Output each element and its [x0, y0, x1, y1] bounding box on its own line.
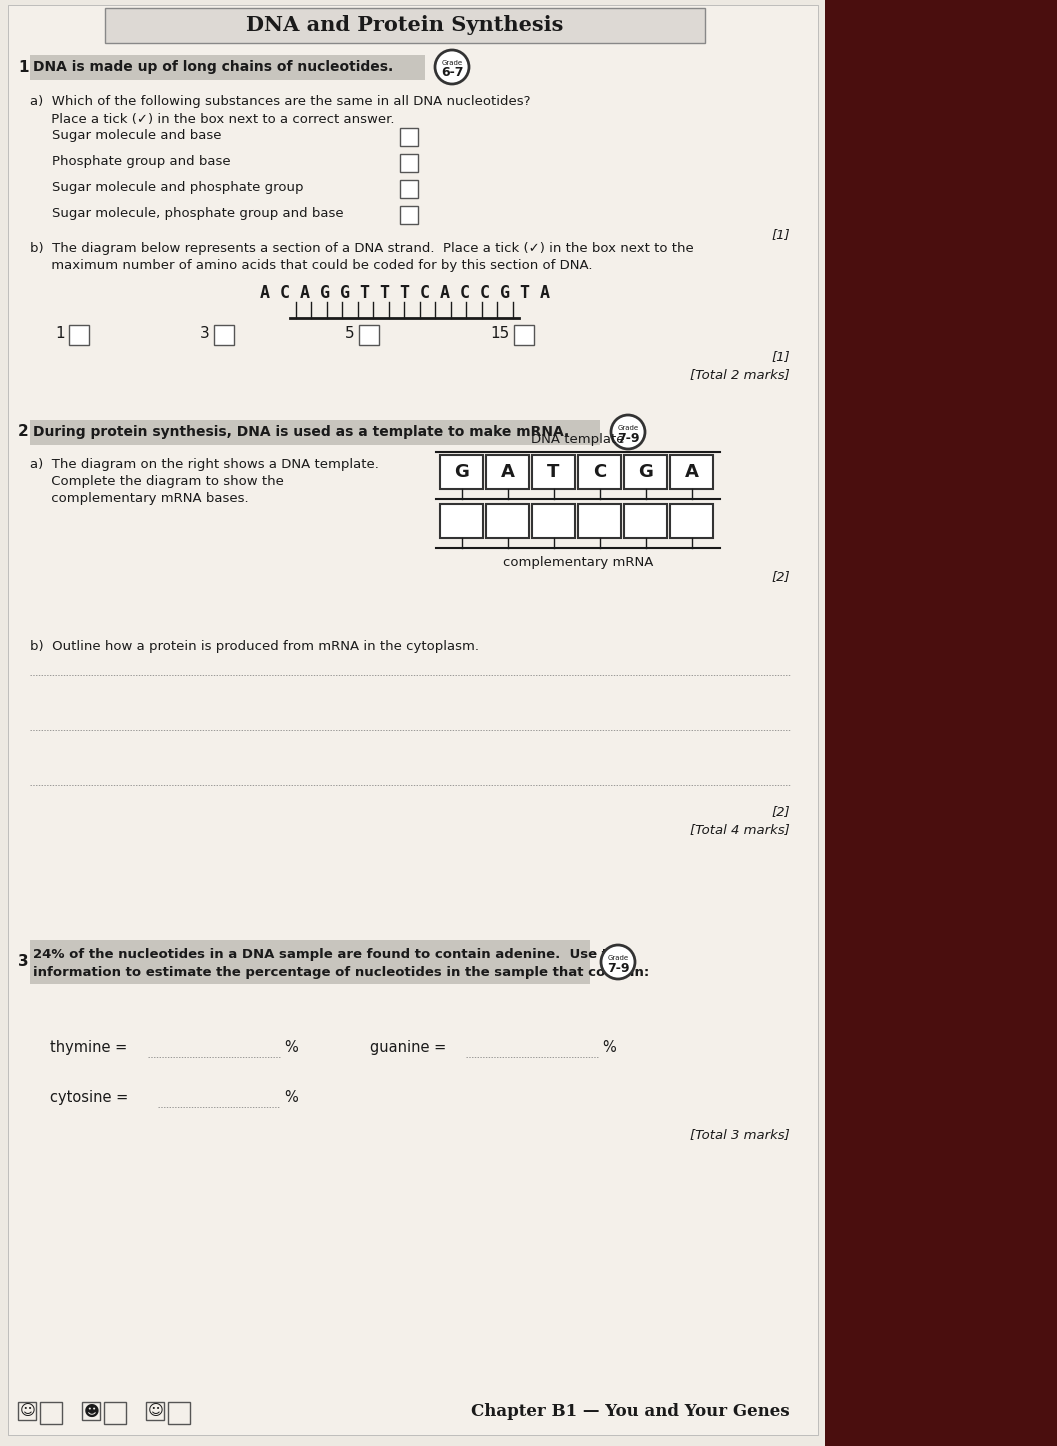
Text: [Total 2 marks]: [Total 2 marks] [690, 367, 790, 380]
Text: %: % [284, 1090, 298, 1105]
Text: Sugar molecule, phosphate group and base: Sugar molecule, phosphate group and base [52, 207, 344, 220]
Text: %: % [602, 1040, 616, 1056]
Text: 7-9: 7-9 [607, 962, 629, 975]
FancyBboxPatch shape [400, 155, 418, 172]
Text: ☺: ☺ [20, 1404, 36, 1419]
Text: ☻: ☻ [85, 1404, 100, 1419]
FancyBboxPatch shape [18, 1403, 36, 1420]
Text: Grade: Grade [608, 954, 629, 962]
Text: [1]: [1] [772, 350, 790, 363]
Circle shape [435, 51, 469, 84]
FancyBboxPatch shape [624, 505, 667, 538]
FancyBboxPatch shape [30, 940, 590, 983]
FancyBboxPatch shape [624, 455, 667, 489]
Text: Phosphate group and base: Phosphate group and base [52, 156, 230, 169]
Text: 1: 1 [18, 59, 29, 75]
Text: G: G [455, 463, 469, 482]
Text: ☺: ☺ [148, 1404, 164, 1419]
Text: Complete the diagram to show the: Complete the diagram to show the [30, 474, 284, 487]
Text: Sugar molecule and base: Sugar molecule and base [52, 130, 222, 143]
FancyBboxPatch shape [400, 179, 418, 198]
FancyBboxPatch shape [214, 325, 234, 346]
Text: %: % [284, 1040, 298, 1056]
FancyBboxPatch shape [440, 455, 483, 489]
FancyBboxPatch shape [578, 505, 622, 538]
Text: G: G [638, 463, 653, 482]
FancyBboxPatch shape [359, 325, 379, 346]
Text: 6-7: 6-7 [441, 67, 463, 80]
FancyBboxPatch shape [532, 505, 575, 538]
FancyBboxPatch shape [105, 9, 705, 43]
FancyBboxPatch shape [82, 1403, 100, 1420]
Text: T: T [548, 463, 560, 482]
Text: 24% of the nucleotides in a DNA sample are found to contain adenine.  Use this: 24% of the nucleotides in a DNA sample a… [33, 949, 630, 962]
Text: Chapter B1 — You and Your Genes: Chapter B1 — You and Your Genes [471, 1403, 790, 1420]
FancyBboxPatch shape [400, 129, 418, 146]
Text: 3: 3 [200, 327, 210, 341]
FancyBboxPatch shape [8, 4, 818, 1434]
Text: Sugar molecule and phosphate group: Sugar molecule and phosphate group [52, 182, 303, 195]
Text: [1]: [1] [772, 228, 790, 241]
Text: 7-9: 7-9 [616, 431, 639, 444]
FancyBboxPatch shape [670, 455, 713, 489]
Text: maximum number of amino acids that could be coded for by this section of DNA.: maximum number of amino acids that could… [30, 259, 593, 272]
Text: DNA and Protein Synthesis: DNA and Protein Synthesis [246, 14, 563, 35]
FancyBboxPatch shape [486, 505, 528, 538]
Text: C: C [593, 463, 606, 482]
Text: cytosine =: cytosine = [50, 1090, 133, 1105]
FancyBboxPatch shape [670, 505, 713, 538]
FancyBboxPatch shape [578, 455, 622, 489]
Text: 1: 1 [55, 327, 64, 341]
Text: DNA is made up of long chains of nucleotides.: DNA is made up of long chains of nucleot… [33, 59, 393, 74]
FancyBboxPatch shape [532, 455, 575, 489]
Text: thymine =: thymine = [50, 1040, 132, 1056]
Text: Grade: Grade [442, 59, 463, 67]
Text: [Total 3 marks]: [Total 3 marks] [690, 1128, 790, 1141]
FancyBboxPatch shape [30, 55, 425, 80]
FancyBboxPatch shape [69, 325, 89, 346]
Text: [2]: [2] [772, 805, 790, 818]
Text: A: A [501, 463, 515, 482]
Text: guanine =: guanine = [370, 1040, 451, 1056]
FancyBboxPatch shape [440, 505, 483, 538]
Text: a)  The diagram on the right shows a DNA template.: a) The diagram on the right shows a DNA … [30, 458, 378, 471]
Text: 2: 2 [18, 425, 29, 440]
Text: During protein synthesis, DNA is used as a template to make mRNA.: During protein synthesis, DNA is used as… [33, 425, 570, 440]
Text: 5: 5 [346, 327, 355, 341]
FancyBboxPatch shape [40, 1403, 62, 1424]
FancyBboxPatch shape [168, 1403, 190, 1424]
Circle shape [611, 415, 645, 450]
FancyBboxPatch shape [486, 455, 528, 489]
FancyBboxPatch shape [514, 325, 534, 346]
Text: complementary mRNA bases.: complementary mRNA bases. [30, 492, 248, 505]
Text: 15: 15 [490, 327, 509, 341]
Polygon shape [826, 0, 1057, 1446]
Text: DNA template: DNA template [532, 432, 625, 445]
Text: b)  The diagram below represents a section of a DNA strand.  Place a tick (✓) in: b) The diagram below represents a sectio… [30, 241, 693, 254]
Text: complementary mRNA: complementary mRNA [503, 557, 653, 568]
Text: Place a tick (✓) in the box next to a correct answer.: Place a tick (✓) in the box next to a co… [30, 113, 394, 126]
Text: information to estimate the percentage of nucleotides in the sample that contain: information to estimate the percentage o… [33, 966, 649, 979]
FancyBboxPatch shape [30, 419, 600, 445]
Text: a)  Which of the following substances are the same in all DNA nucleotides?: a) Which of the following substances are… [30, 95, 531, 108]
Text: [Total 4 marks]: [Total 4 marks] [690, 823, 790, 836]
FancyBboxPatch shape [400, 205, 418, 224]
Text: 3: 3 [18, 954, 29, 969]
Text: A: A [685, 463, 699, 482]
Text: b)  Outline how a protein is produced from mRNA in the cytoplasm.: b) Outline how a protein is produced fro… [30, 641, 479, 654]
Circle shape [601, 946, 635, 979]
Text: A C A G G T T T C A C C G T A: A C A G G T T T C A C C G T A [260, 283, 550, 302]
Text: Grade: Grade [617, 425, 638, 431]
FancyBboxPatch shape [146, 1403, 164, 1420]
FancyBboxPatch shape [104, 1403, 126, 1424]
Text: [2]: [2] [772, 570, 790, 583]
